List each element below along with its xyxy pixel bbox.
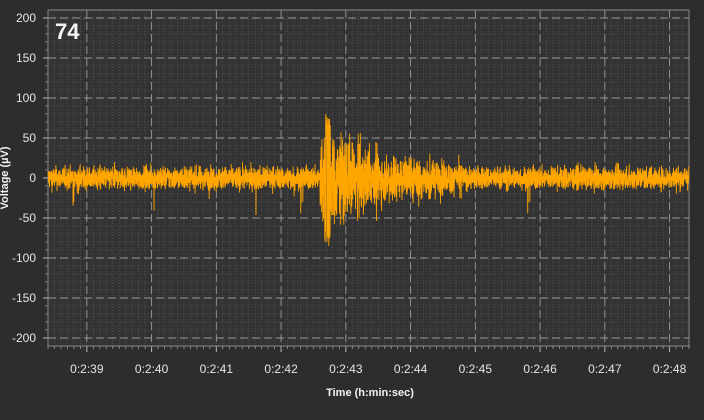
x-tick-label: 0:2:48 [653, 362, 687, 376]
x-axis: 0:2:39 0:2:40 0:2:41 0:2:42 0:2:43 0:2:44 0:2:… [47, 346, 690, 376]
x-tick-label: 0:2:43 [329, 362, 363, 376]
voltage-trace-line [47, 113, 690, 247]
y-tick-label: -50 [19, 211, 37, 225]
y-tick-label: -150 [12, 291, 36, 305]
y-tick-label: 100 [16, 91, 36, 105]
y-tick-label: -100 [12, 251, 36, 265]
x-tick-label: 0:2:42 [264, 362, 298, 376]
y-tick-label: 200 [16, 11, 36, 25]
x-axis-title: Time (h:min:sec) [326, 387, 414, 399]
trace [47, 113, 690, 247]
y-tick-label: 150 [16, 51, 36, 65]
x-tick-label: 0:2:46 [523, 362, 557, 376]
x-tick-label: 0:2:45 [459, 362, 493, 376]
x-tick-label: 0:2:41 [200, 362, 234, 376]
channel-label: 74 [55, 19, 80, 44]
x-tick-label: 0:2:47 [588, 362, 622, 376]
y-axis-title: Voltage (µV) [0, 146, 11, 209]
x-tick-label: 0:2:44 [394, 362, 428, 376]
y-tick-label: 50 [23, 131, 37, 145]
y-tick-label: 0 [29, 171, 36, 185]
y-axis: 200 150 100 50 0 -50 -100 -150 -200 [12, 11, 48, 345]
x-tick-label: 0:2:39 [70, 362, 104, 376]
y-tick-label: -200 [12, 331, 36, 345]
x-tick-label: 0:2:40 [135, 362, 169, 376]
